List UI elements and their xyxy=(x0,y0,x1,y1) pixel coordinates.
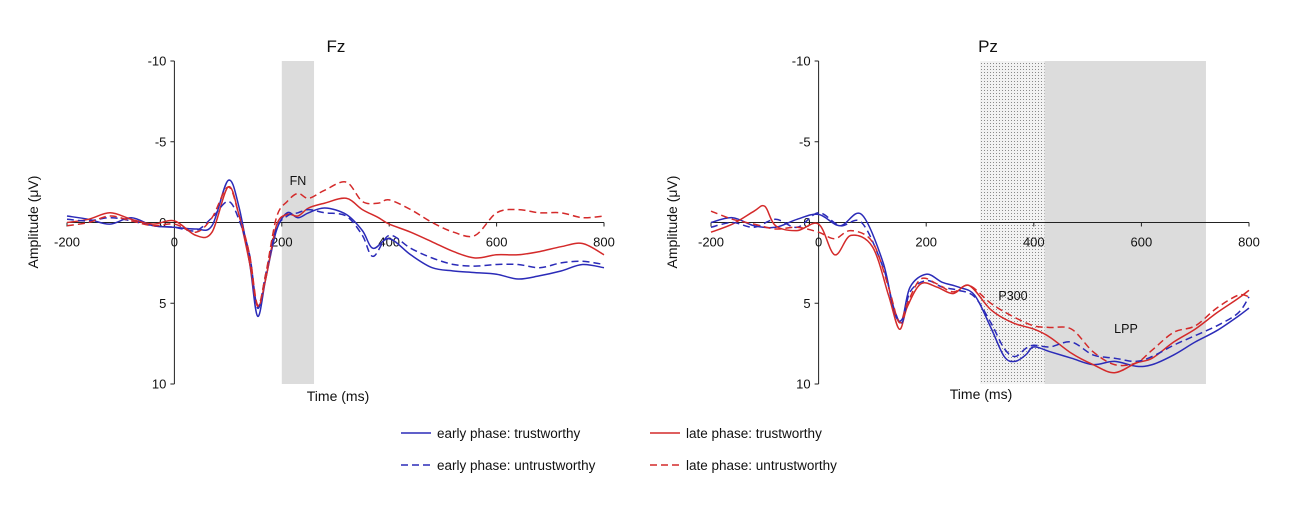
x-tick-label: 200 xyxy=(915,235,937,250)
x-tick-label: 600 xyxy=(486,235,508,250)
legend-item: early phase: trustworthy xyxy=(401,426,581,441)
region-label: P300 xyxy=(998,289,1027,303)
y-tick-label: 5 xyxy=(159,296,166,311)
x-tick-label: 0 xyxy=(815,235,822,250)
x-tick-label: 800 xyxy=(1238,235,1260,250)
legend-item: late phase: trustworthy xyxy=(650,426,822,441)
legend-item: late phase: untrustworthy xyxy=(650,458,837,473)
x-tick-label: -200 xyxy=(54,235,80,250)
legend: early phase: trustworthy late phase: tru… xyxy=(401,426,837,473)
series-line-late-phase-trustworthy xyxy=(710,204,1250,374)
y-axis-label: Amplitude (μV) xyxy=(25,176,41,269)
y-tick-label: -10 xyxy=(792,54,811,69)
series-line-early-phase-trustworthy xyxy=(710,212,1250,368)
x-tick-label: 600 xyxy=(1131,235,1153,250)
x-axis-label: Time (ms) xyxy=(950,386,1012,402)
x-tick-label: 400 xyxy=(378,235,400,250)
panel-pz: P300 LPP -10 -5 0 5 10 -200 0 200 400 600 800 Pz Am… xyxy=(664,37,1260,402)
y-tick-label: 0 xyxy=(803,215,810,230)
x-axis-label: Time (ms) xyxy=(307,388,369,404)
series-line-early-phase-untrustworthy xyxy=(66,200,605,309)
series-line-late-phase-untrustworthy xyxy=(66,181,605,306)
x-tick-label: 0 xyxy=(171,235,178,250)
panel-title: Fz xyxy=(327,37,346,56)
x-tick-label: 200 xyxy=(271,235,293,250)
series-line-late-phase-untrustworthy xyxy=(710,210,1250,367)
y-tick-label: 10 xyxy=(152,377,166,392)
y-tick-label: 10 xyxy=(796,377,810,392)
x-tick-label: 400 xyxy=(1023,235,1045,250)
region-label: FN xyxy=(290,174,307,188)
y-tick-label: -10 xyxy=(148,54,167,69)
legend-item: early phase: untrustworthy xyxy=(401,458,596,473)
series-line-late-phase-trustworthy xyxy=(66,186,605,308)
legend-label: early phase: untrustworthy xyxy=(437,458,596,473)
panel-title: Pz xyxy=(978,37,998,56)
y-tick-label: 5 xyxy=(803,296,810,311)
legend-label: late phase: untrustworthy xyxy=(686,458,837,473)
region-label: LPP xyxy=(1114,322,1138,336)
x-tick-label: 800 xyxy=(593,235,615,250)
y-axis-label: Amplitude (μV) xyxy=(664,176,680,269)
y-tick-label: -5 xyxy=(799,134,811,149)
y-tick-label: -5 xyxy=(155,134,167,149)
legend-label: early phase: trustworthy xyxy=(437,426,581,441)
series-line-early-phase-untrustworthy xyxy=(710,212,1250,363)
legend-label: late phase: trustworthy xyxy=(686,426,822,441)
x-tick-label: -200 xyxy=(698,235,724,250)
